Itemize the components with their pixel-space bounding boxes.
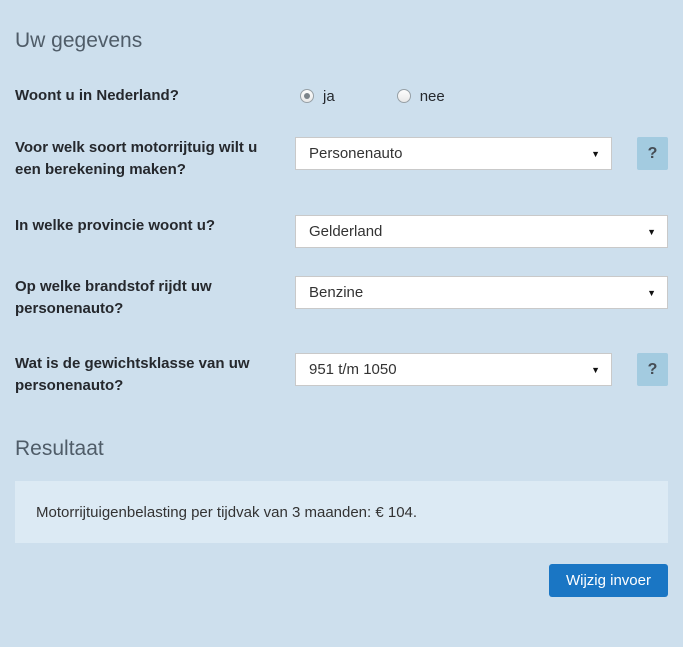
- question-row-soort-motorrijtuig: Voor welk soort motorrijtuig wilt u een …: [15, 137, 668, 181]
- select-brandstof[interactable]: Benzine ▼: [295, 276, 668, 309]
- radio-label-nee: nee: [419, 87, 445, 105]
- select-value: Benzine: [309, 284, 364, 301]
- question-label-brandstof: Op welke brandstof rijdt uw personenauto…: [15, 278, 212, 317]
- action-button-row: Wijzig invoer: [15, 564, 668, 597]
- question-row-gewichtsklasse: Wat is de gewichtsklasse van uw personen…: [15, 353, 668, 397]
- radio-option-ja[interactable]: ja: [300, 88, 335, 105]
- help-button-motorrijtuig[interactable]: ?: [637, 137, 668, 170]
- select-provincie[interactable]: Gelderland ▼: [295, 215, 668, 248]
- radio-option-nee[interactable]: nee: [396, 87, 445, 105]
- radio-group-nederland: ja nee: [295, 88, 668, 105]
- question-label-motorrijtuig: Voor welk soort motorrijtuig wilt u een …: [15, 139, 258, 178]
- help-button-gewichtsklasse[interactable]: ?: [637, 353, 668, 386]
- radio-label-ja: ja: [323, 87, 335, 105]
- question-row-provincie: In welke provincie woont u? Gelderland ▼: [15, 215, 668, 248]
- chevron-down-icon: ▼: [647, 287, 656, 298]
- chevron-down-icon: ▼: [591, 148, 600, 159]
- question-row-brandstof: Op welke brandstof rijdt uw personenauto…: [15, 276, 668, 320]
- question-label-gewichtsklasse: Wat is de gewichtsklasse van uw personen…: [15, 355, 250, 394]
- select-value: Personenauto: [309, 145, 403, 162]
- chevron-down-icon: ▼: [591, 364, 600, 375]
- vehicle-tax-calculator: Uw gegevens Woont u in Nederland? ja nee…: [0, 27, 683, 597]
- radio-selected-icon[interactable]: [300, 89, 314, 103]
- select-soort-motorrijtuig[interactable]: Personenauto ▼: [295, 137, 612, 170]
- question-row-woont-u-in-nederland: Woont u in Nederland? ja nee: [15, 85, 668, 107]
- wijzig-invoer-button[interactable]: Wijzig invoer: [548, 564, 668, 597]
- select-value: 951 t/m 1050: [309, 361, 397, 378]
- radio-unselected-icon[interactable]: [396, 89, 411, 103]
- section-title-gegevens: Uw gegevens: [15, 29, 143, 52]
- select-value: Gelderland: [309, 223, 383, 240]
- result-text: Motorrijtuigenbelasting per tijdvak van …: [36, 503, 418, 521]
- section-title-resultaat: Resultaat: [15, 437, 104, 460]
- result-box: Motorrijtuigenbelasting per tijdvak van …: [15, 481, 668, 543]
- chevron-down-icon: ▼: [647, 226, 656, 237]
- question-label-provincie: In welke provincie woont u?: [15, 217, 216, 234]
- select-gewichtsklasse[interactable]: 951 t/m 1050 ▼: [295, 353, 612, 386]
- question-label-nederland: Woont u in Nederland?: [15, 87, 179, 104]
